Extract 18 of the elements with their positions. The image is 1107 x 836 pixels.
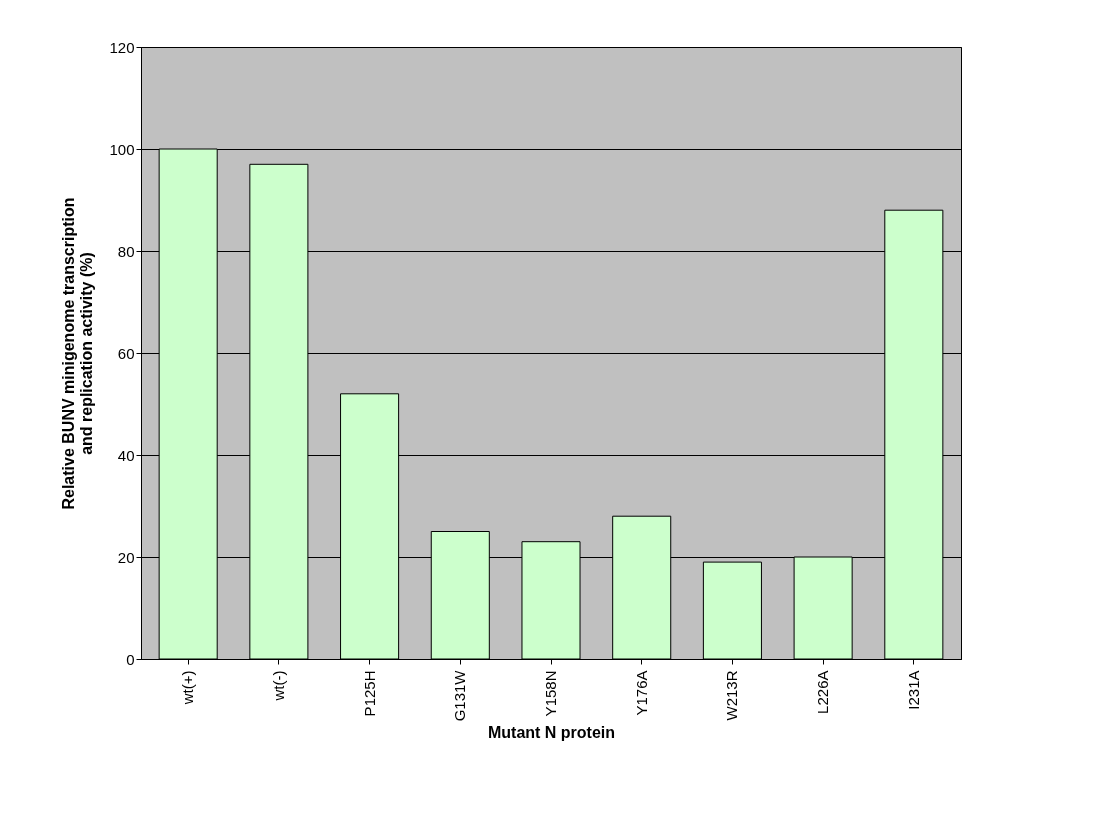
x-tick-label: I231A [904, 670, 922, 710]
y-axis-title: Relative BUNV minigenome transcription and replication activity (%) [60, 197, 96, 510]
y-tick-label: 20 [117, 548, 135, 566]
y-tick-label: 60 [117, 344, 135, 362]
y-tick-label: 80 [117, 242, 135, 260]
x-tick-label: Y176A [632, 670, 650, 716]
x-tick-label: L226A [814, 670, 832, 714]
x-tick-label: Y158N [542, 670, 559, 717]
y-tick-label: 0 [126, 650, 135, 668]
x-tick-label: wt(-) [269, 670, 287, 702]
x-tick-label: W213R [723, 670, 741, 721]
x-tick-label: wt(+) [179, 670, 197, 706]
x-axis-title: Mutant N protein [487, 724, 616, 742]
y-tick-label: 120 [109, 38, 135, 56]
y-tick-label: 40 [117, 446, 135, 464]
x-tick-label: G131W [451, 669, 469, 722]
x-tick-label: P125H [360, 670, 378, 717]
y-tick-label: 100 [109, 140, 135, 158]
